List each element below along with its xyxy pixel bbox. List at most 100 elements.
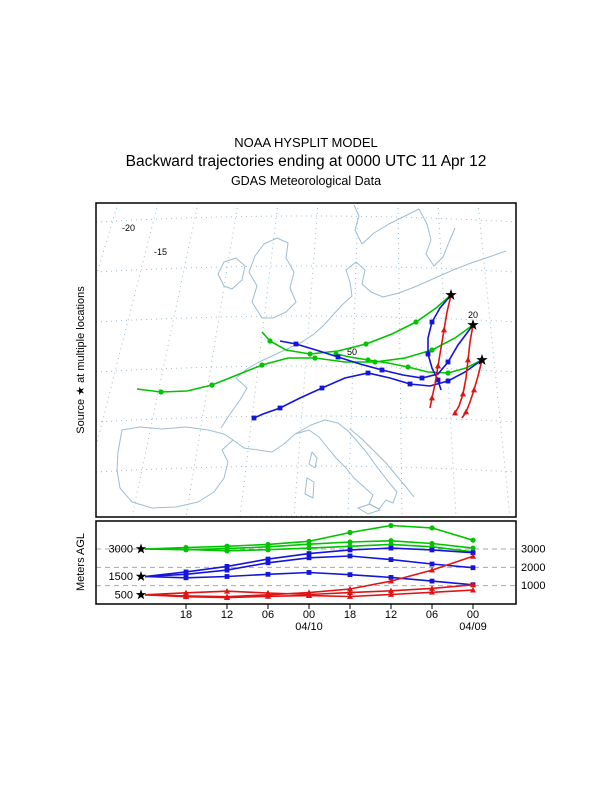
- circle-marker: [388, 538, 394, 544]
- meridian-line: [131, 203, 199, 517]
- triangle-marker: [465, 356, 471, 363]
- height-start-stars: [135, 543, 147, 600]
- circle-marker: [347, 539, 353, 545]
- meridian-line: [96, 203, 119, 279]
- date-label: 04/10: [295, 621, 323, 633]
- square-marker: [445, 359, 451, 365]
- circle-marker: [405, 364, 411, 370]
- triangle-marker: [460, 390, 466, 397]
- square-marker: [265, 560, 271, 566]
- circle-marker: [307, 351, 313, 357]
- square-marker: [470, 550, 476, 556]
- triangle-marker: [470, 581, 476, 588]
- square-marker: [435, 377, 441, 383]
- start-height-label: 3000: [109, 544, 133, 556]
- triangle-marker: [224, 594, 230, 600]
- square-marker: [388, 545, 394, 551]
- triangle-marker: [429, 589, 435, 595]
- square-marker: [347, 547, 353, 553]
- height-series: [144, 522, 476, 600]
- date-label: 04/09: [459, 621, 487, 633]
- triangle-marker: [265, 589, 271, 596]
- circle-marker: [445, 370, 451, 376]
- square-marker: [407, 381, 413, 387]
- meridian-line: [185, 203, 239, 517]
- square-marker: [319, 385, 325, 391]
- time-tick-label: 06: [262, 609, 274, 621]
- coast-norway-west: [353, 204, 363, 245]
- coast-sweden-east: [418, 208, 456, 267]
- time-tick-label: 00: [303, 609, 315, 621]
- square-marker: [419, 375, 425, 381]
- coast-atlantic-baltic: [220, 250, 507, 429]
- circle-marker: [388, 522, 394, 529]
- source-star: [476, 354, 488, 365]
- parallel-line: [96, 315, 516, 323]
- coast-ireland: [217, 257, 246, 290]
- triangle-marker: [265, 593, 271, 599]
- circle-marker: [209, 382, 215, 388]
- square-marker: [365, 370, 371, 376]
- met-data-subtitle: GDAS Meteorological Data: [231, 174, 381, 188]
- triangle-marker: [347, 589, 353, 596]
- trajectory-blue: [279, 324, 474, 379]
- triangle-marker: [429, 394, 435, 401]
- square-marker: [335, 354, 341, 360]
- triangle-marker: [435, 362, 441, 369]
- parallel-line: [201, 515, 411, 517]
- square-marker: [265, 556, 271, 562]
- grid-degree-label: -15: [154, 247, 167, 257]
- grid-degree-label: 50: [347, 347, 357, 357]
- circle-marker: [306, 545, 312, 551]
- trajectory-green: [261, 294, 452, 355]
- square-marker: [388, 575, 394, 580]
- circle-marker: [429, 525, 435, 531]
- trajectory-red: [429, 294, 452, 409]
- circle-marker: [429, 347, 435, 353]
- square-marker: [306, 551, 312, 556]
- time-tick-label: 12: [221, 609, 233, 621]
- island-sardinia: [304, 477, 315, 499]
- circle-marker: [363, 341, 369, 347]
- trajectory-red: [454, 324, 474, 414]
- meridian-line: [518, 203, 564, 517]
- circle-marker: [312, 355, 318, 361]
- triangle-marker: [470, 586, 476, 593]
- source-axis-label: Source ★ at multiple locations: [75, 286, 87, 434]
- triangle-marker: [429, 566, 435, 573]
- right-height-label: 2000: [521, 562, 545, 574]
- circle-marker: [224, 548, 230, 554]
- coast-balkans: [349, 428, 415, 498]
- triangle-marker: [441, 326, 447, 333]
- island-sicily: [357, 503, 381, 515]
- triangle-marker: [388, 587, 394, 594]
- triangle-marker: [388, 591, 394, 597]
- start-star: [135, 589, 147, 600]
- start-height-label: 500: [115, 589, 133, 601]
- time-tick-label: 12: [385, 609, 397, 621]
- circle-marker: [265, 547, 271, 553]
- latlon-grid: [96, 203, 564, 517]
- coast-italy: [294, 419, 398, 510]
- triangle-marker: [463, 408, 469, 415]
- square-marker: [306, 570, 312, 575]
- square-marker: [251, 415, 257, 421]
- source-star: [467, 319, 479, 330]
- map-panel: -20 -15 50 20: [96, 203, 564, 517]
- coast-france-med: [232, 433, 296, 453]
- square-marker: [388, 557, 394, 563]
- height-axis-labels: 3000 2000 1000 3000 1500 500: [109, 544, 546, 602]
- start-height-label: 1500: [109, 571, 133, 583]
- triangle-marker: [183, 593, 189, 600]
- square-marker: [224, 564, 230, 569]
- height-panel-border: [95, 520, 517, 605]
- square-marker: [224, 574, 230, 579]
- triangle-marker: [306, 592, 312, 598]
- circle-marker: [470, 537, 476, 543]
- grid-labels: -20 -15 50 20: [122, 223, 478, 357]
- circle-marker: [306, 541, 312, 547]
- model-title: NOAA HYSPLIT MODEL: [234, 135, 378, 150]
- circle-marker: [183, 546, 189, 552]
- grid-degree-label: 20: [468, 310, 478, 320]
